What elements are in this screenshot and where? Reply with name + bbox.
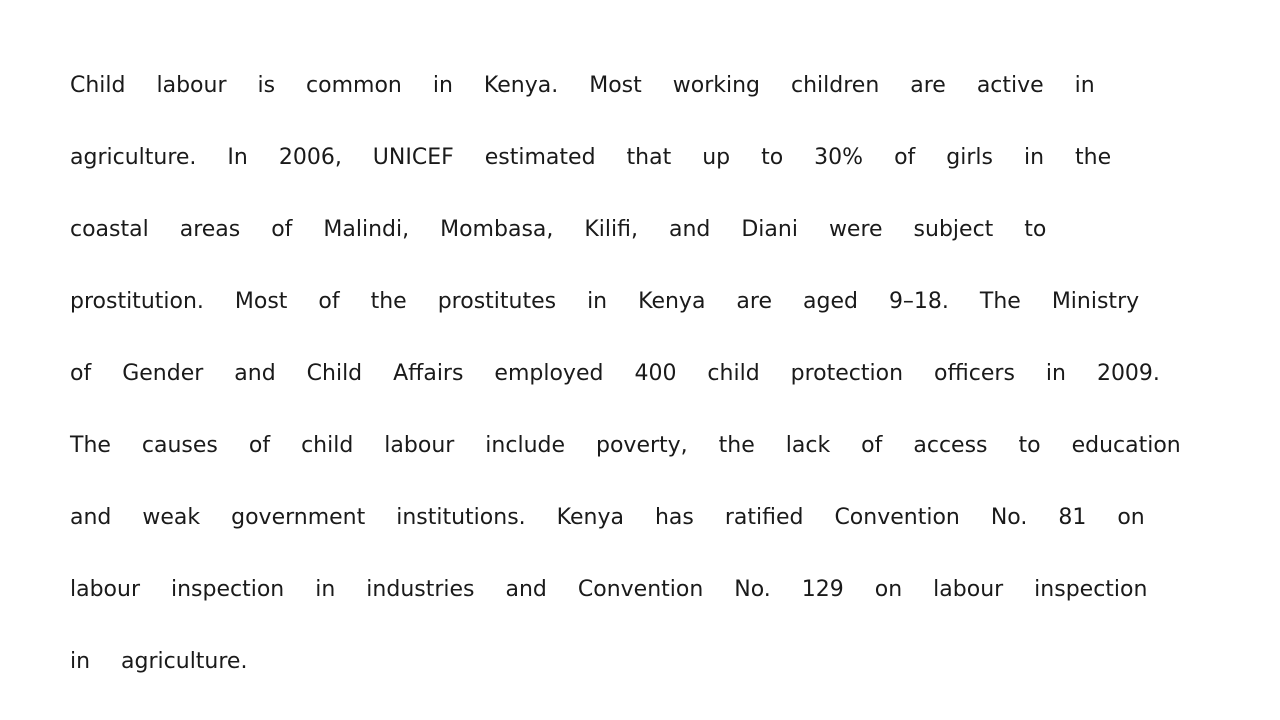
paragraph-line-6: The causes of child labour include pover… [70,433,1181,458]
paragraph-line-9: in agriculture. [70,649,248,674]
paragraph-line-7: and weak government institutions. Kenya … [70,505,1145,530]
paragraph-line-2: agriculture. In 2006, UNICEF estimated t… [70,145,1112,170]
paragraph-line-3: coastal areas of Malindi, Mombasa, Kilif… [70,217,1047,242]
paragraph-line-4: prostitution. Most of the prostitutes in… [70,289,1140,314]
paragraph-line-5: of Gender and Child Affairs employed 400… [70,361,1160,386]
paragraph-line-1: Child labour is common in Kenya. Most wo… [70,73,1095,98]
body-paragraph: Child labour is common in Kenya. Most wo… [70,58,1250,706]
paragraph-line-8: labour inspection in industries and Conv… [70,577,1148,602]
